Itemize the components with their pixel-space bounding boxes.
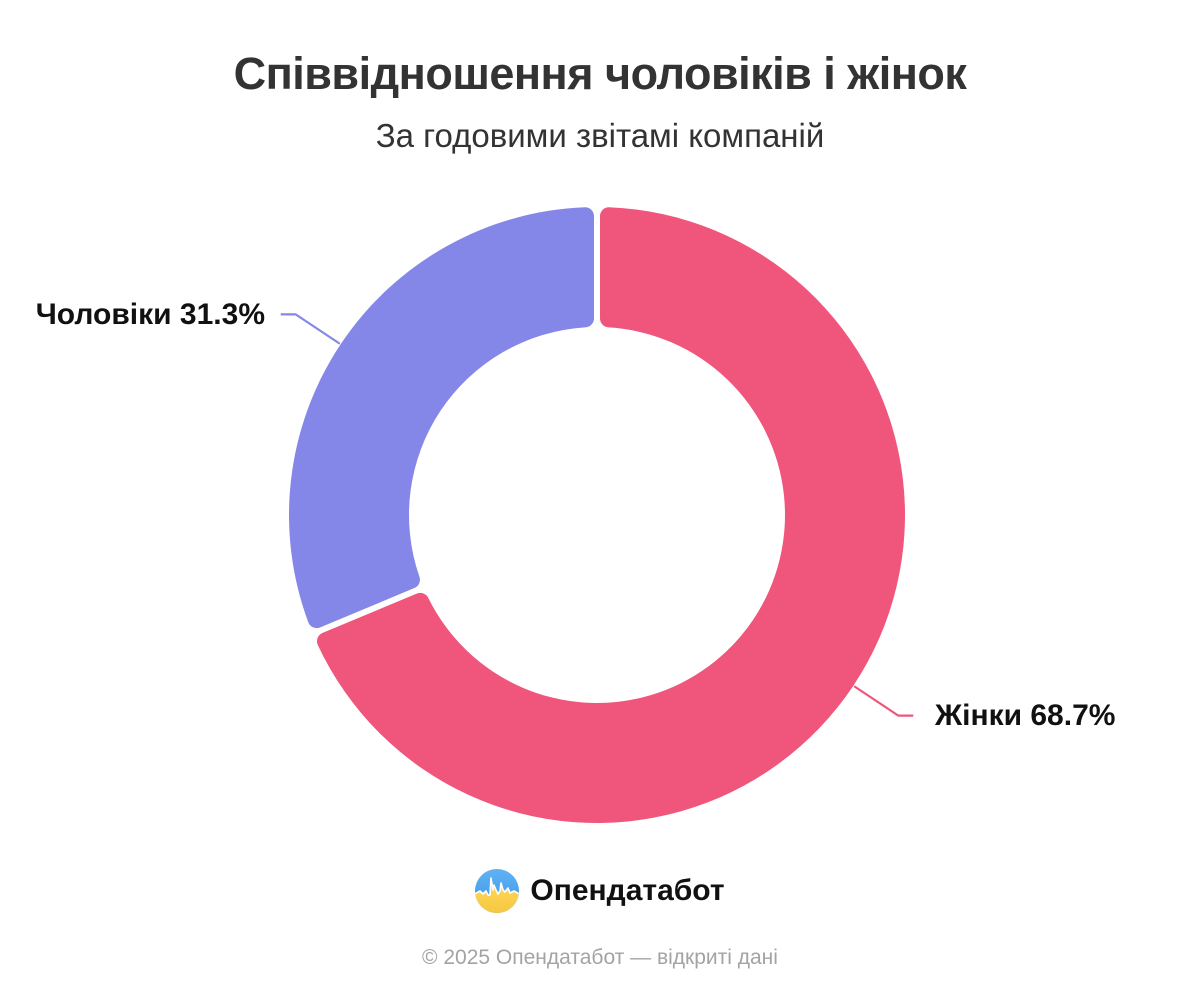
donut-segment-men (289, 207, 595, 629)
opendatabot-logo-text: Опендатабот (530, 874, 725, 907)
footer-copyright: © 2025 Опендатабот — відкриті дані (422, 946, 778, 969)
opendatabot-logo-icon (475, 869, 520, 913)
opendatabot-logo: Опендатабот (0, 869, 1200, 913)
label-line-men (280, 313, 341, 345)
label-line-women (853, 685, 914, 717)
label-women: Жінки 68.7% (935, 699, 1116, 732)
donut-segment-women (316, 207, 905, 823)
chart-title: Співвідношення чоловіків і жінок (233, 48, 967, 99)
chart-subtitle: За годовими звітамі компаній (375, 117, 825, 154)
label-men: Чоловіки 31.3% (35, 298, 265, 331)
